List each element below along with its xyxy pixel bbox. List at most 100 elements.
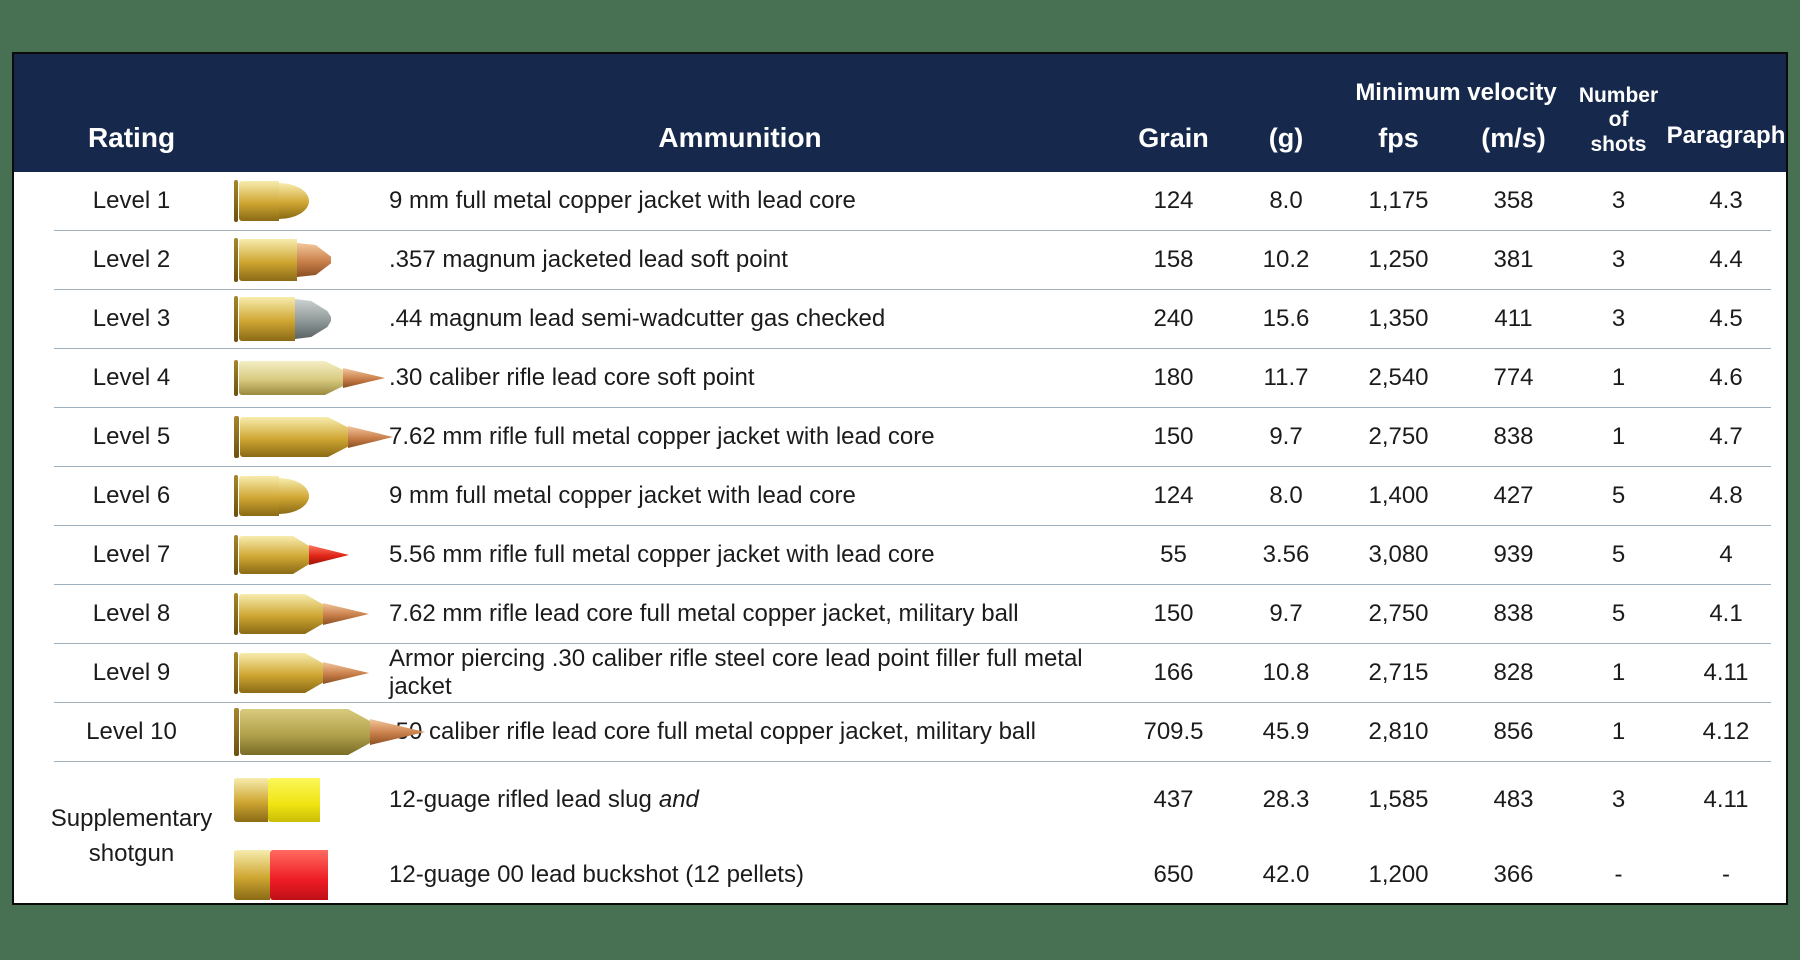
ammunition-label: Armor piercing .30 caliber rifle steel c…: [389, 645, 1083, 700]
grain-value: 709.5: [1143, 718, 1204, 745]
rating-label: Level 1: [92, 187, 171, 214]
grain-value: 437: [1153, 785, 1194, 813]
grain-value: 150: [1153, 423, 1194, 450]
rating-label: Level 5: [92, 423, 171, 450]
divider: [54, 584, 1771, 585]
ammunition-column-header: Ammunition: [658, 122, 822, 153]
grams-value: 8.0: [1269, 187, 1303, 214]
table-row: Level 6 9 mm full metal copper jacket wi…: [14, 467, 1786, 525]
ammunition-label: 12-guage rifled lead slug: [389, 785, 652, 813]
rating-label: Level 9: [92, 659, 171, 686]
table-row: Level 10 .50 caliber rifle lead core ful…: [14, 703, 1786, 761]
grain-value: 166: [1153, 659, 1194, 686]
grain-value: 55: [1160, 541, 1187, 568]
shots-value: 1: [1611, 659, 1626, 686]
paragraph-value: 4.11: [1703, 659, 1749, 686]
shots-value: 1: [1611, 423, 1626, 450]
table-row: Level 2 .357 magnum jacketed lead soft p…: [14, 231, 1786, 289]
grain-value: 124: [1153, 482, 1194, 509]
ms-value: 366: [1493, 860, 1534, 888]
grams-value: 28.3: [1262, 785, 1310, 813]
paragraph-value: 4.11: [1703, 785, 1749, 813]
red-shotgun-shell-icon: [234, 849, 389, 900]
divider: [54, 348, 1771, 349]
divider: [54, 702, 1771, 703]
grain-value: 124: [1153, 187, 1194, 214]
30-caliber-rifle-round-icon: [234, 360, 389, 396]
divider: [54, 525, 1771, 526]
shots-value: -: [1614, 860, 1623, 888]
paragraph-value: 4: [1719, 541, 1733, 568]
fps-value: 2,810: [1368, 718, 1429, 745]
ammunition-label-italic: and: [658, 785, 699, 813]
ammunition-label: 12-guage 00 lead buckshot (12 pellets): [389, 860, 804, 888]
table-row: Level 4 .30 caliber rifle lead core soft…: [14, 349, 1786, 407]
armor-piercing-round-icon: [234, 652, 389, 694]
ammunition-label: .50 caliber rifle lead core full metal c…: [389, 718, 1036, 745]
fps-value: 2,750: [1368, 600, 1429, 627]
ms-value: 358: [1493, 187, 1534, 214]
ms-value: 411: [1494, 305, 1533, 332]
shots-value: 3: [1611, 246, 1626, 273]
ammunition-label: 9 mm full metal copper jacket with lead …: [389, 187, 856, 214]
yellow-shotgun-shell-icon: [234, 777, 389, 822]
grain-value: 180: [1153, 364, 1194, 391]
fps-value: 1,250: [1368, 246, 1429, 273]
556mm-rifle-round-icon: [234, 535, 389, 575]
paragraph-value: 4.1: [1709, 600, 1743, 627]
9mm-round-icon: [234, 180, 389, 222]
ms-value: 856: [1493, 718, 1534, 745]
shots-value: 5: [1611, 482, 1626, 509]
9mm-round-icon: [234, 475, 389, 517]
grain-value: 240: [1153, 305, 1194, 332]
fps-value: 1,350: [1368, 305, 1429, 332]
paragraph-column-header: Paragraph: [1666, 122, 1786, 149]
table-header: Rating Ammunition Grain (g) Minimum velo…: [14, 54, 1786, 172]
grams-value: 9.7: [1269, 423, 1303, 450]
rating-label: Supplementary shotgun: [50, 805, 213, 867]
fps-value: 1,200: [1368, 860, 1429, 888]
fps-value: 2,540: [1368, 364, 1429, 391]
shots-value: 1: [1611, 364, 1626, 391]
fps-value: 3,080: [1368, 541, 1429, 568]
ms-value: 427: [1493, 482, 1534, 509]
ms-value: 838: [1493, 600, 1534, 627]
table-row: Level 5 7.62 mm rifle full metal copper …: [14, 408, 1786, 466]
grams-column-header: (g): [1268, 123, 1304, 153]
rating-label: Level 6: [92, 482, 171, 509]
table-body: Level 1 9 mm full metal copper jacket wi…: [14, 172, 1786, 761]
ammunition-label: .357 magnum jacketed lead soft point: [389, 246, 788, 273]
rating-label: Level 4: [92, 364, 171, 391]
rating-label: Level 2: [92, 246, 171, 273]
paragraph-value: 4.8: [1709, 482, 1743, 509]
ms-value: 774: [1493, 364, 1534, 391]
ammunition-label: .44 magnum lead semi-wadcutter gas check…: [389, 305, 886, 332]
table-row: 12-guage rifled lead slug and 437 28.3 1,…: [214, 762, 1786, 837]
paragraph-value: 4.6: [1709, 364, 1743, 391]
supplementary-section: Supplementary shotgun 12-guage rifled le…: [14, 762, 1786, 912]
divider: [54, 230, 1771, 231]
grams-value: 15.6: [1262, 305, 1310, 332]
grams-value: 11.7: [1263, 364, 1309, 391]
number-of-shots-column-header: Number of shots: [1578, 83, 1659, 157]
ms-value: 939: [1493, 541, 1534, 568]
divider: [54, 289, 1771, 290]
divider: [54, 643, 1771, 644]
divider: [54, 466, 1771, 467]
grams-value: 10.8: [1262, 659, 1310, 686]
shots-value: 5: [1611, 600, 1626, 627]
table-row: Level 3 .44 magnum lead semi-wadcutter g…: [14, 290, 1786, 348]
shots-value: 1: [1611, 718, 1626, 745]
grams-value: 45.9: [1262, 718, 1310, 745]
rating-column-header: Rating: [87, 122, 176, 153]
ms-value: 828: [1493, 659, 1534, 686]
paragraph-value: 4.3: [1709, 187, 1743, 214]
ammunition-label: 9 mm full metal copper jacket with lead …: [389, 482, 856, 509]
grain-value: 150: [1153, 600, 1194, 627]
table-row: Level 9 Armor piercing .30 caliber rifle…: [14, 644, 1786, 702]
ms-value: 381: [1493, 246, 1534, 273]
fps-value: 1,400: [1368, 482, 1429, 509]
grain-value: 650: [1153, 860, 1194, 888]
shots-value: 3: [1611, 305, 1626, 332]
fps-value: 2,715: [1368, 659, 1429, 686]
